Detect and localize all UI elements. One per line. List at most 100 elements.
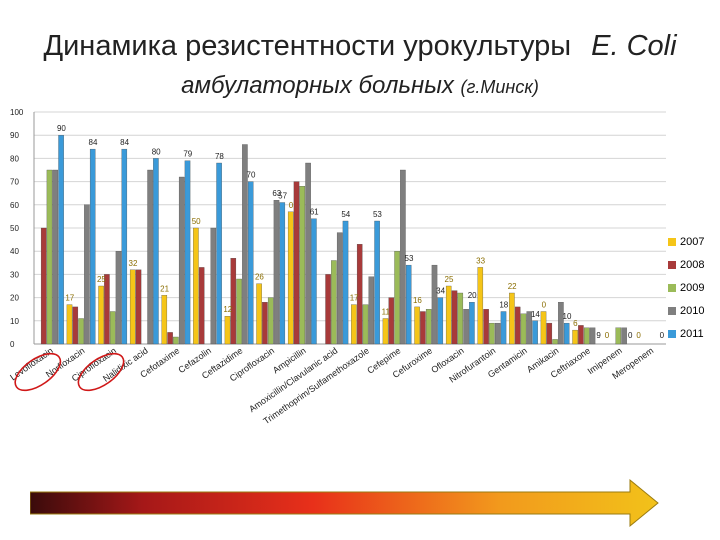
bar-2008 bbox=[325, 274, 331, 345]
bar-2010 bbox=[494, 322, 501, 345]
data-label: 9 bbox=[596, 331, 601, 340]
data-label: 17 bbox=[65, 294, 74, 303]
data-label: 25 bbox=[445, 275, 454, 284]
bar-2007 bbox=[351, 304, 357, 345]
data-label: 32 bbox=[129, 259, 138, 268]
data-label: 84 bbox=[89, 138, 98, 147]
bar-2010 bbox=[621, 327, 627, 345]
legend-swatch bbox=[668, 329, 676, 338]
bar-2008 bbox=[230, 258, 237, 345]
bar-2010 bbox=[336, 232, 343, 345]
bar-2010 bbox=[52, 169, 59, 345]
data-label: 0 bbox=[289, 201, 294, 210]
bar-2008 bbox=[40, 227, 47, 345]
bar-2010 bbox=[400, 169, 406, 345]
legend-label: 2011 bbox=[680, 327, 704, 340]
data-label: 0 bbox=[605, 331, 610, 340]
data-label: 84 bbox=[120, 138, 129, 147]
data-label: 54 bbox=[341, 210, 350, 219]
bar-2008 bbox=[514, 306, 521, 345]
bar-2009 bbox=[552, 339, 558, 345]
bar-2011 bbox=[374, 220, 380, 345]
chart-title: Динамика резистентности урокультуры E. Co… bbox=[0, 30, 720, 63]
bar-2011 bbox=[153, 158, 159, 345]
legend-item-2011: 2011 bbox=[668, 322, 720, 345]
bar-2010 bbox=[115, 251, 122, 345]
bar-2009 bbox=[173, 336, 179, 345]
data-label: 14 bbox=[531, 310, 540, 319]
bar-2008 bbox=[578, 325, 584, 345]
bar-2010 bbox=[273, 200, 280, 345]
bar-2011 bbox=[500, 311, 507, 345]
bar-2011 bbox=[184, 160, 191, 345]
bar-2007 bbox=[66, 304, 73, 345]
legend-swatch bbox=[668, 306, 676, 315]
bar-2009 bbox=[46, 169, 53, 345]
bar-2009 bbox=[267, 297, 274, 345]
bar-2011 bbox=[247, 181, 254, 345]
bar-2008 bbox=[198, 267, 205, 345]
data-label: 10 bbox=[563, 312, 572, 321]
legend-label: 2010 bbox=[680, 304, 705, 317]
bar-2011 bbox=[532, 320, 538, 345]
bar-2007 bbox=[540, 311, 547, 345]
bar-2010 bbox=[242, 144, 248, 345]
bar-2007 bbox=[256, 283, 262, 345]
legend-label: 2007 bbox=[680, 235, 705, 248]
bar-2010 bbox=[84, 204, 90, 345]
bar-2010 bbox=[463, 309, 469, 345]
bar-2009 bbox=[299, 186, 306, 345]
bar-2010 bbox=[431, 264, 438, 345]
bar-2011 bbox=[279, 202, 286, 345]
bar-2011 bbox=[437, 297, 444, 345]
legend-item-2010: 2010 bbox=[668, 299, 720, 322]
y-tick-label: 30 bbox=[10, 270, 19, 279]
bar-2007 bbox=[287, 211, 294, 345]
bar-2007 bbox=[129, 269, 136, 345]
highlight-circle bbox=[77, 352, 125, 392]
bar-2009 bbox=[520, 313, 527, 345]
bar-2007 bbox=[382, 318, 389, 345]
data-label: 0 bbox=[660, 331, 665, 340]
y-tick-label: 0 bbox=[10, 340, 15, 349]
bar-2008 bbox=[483, 309, 489, 345]
data-label: 18 bbox=[499, 301, 508, 310]
legend-swatch bbox=[668, 283, 676, 292]
data-label: 34 bbox=[436, 287, 445, 296]
y-tick-label: 50 bbox=[10, 224, 19, 233]
data-label: 17 bbox=[350, 294, 359, 303]
data-label: 12 bbox=[223, 305, 232, 314]
y-tick-label: 10 bbox=[10, 317, 19, 326]
y-tick-label: 60 bbox=[10, 201, 19, 210]
data-label: 33 bbox=[476, 256, 485, 265]
data-label: 57 bbox=[278, 192, 287, 201]
legend-label: 2008 bbox=[680, 258, 705, 271]
bar-2010 bbox=[589, 327, 596, 345]
bar-2008 bbox=[451, 290, 458, 345]
subtitle-city: (г.Минск) bbox=[460, 77, 539, 97]
data-label: 80 bbox=[152, 147, 161, 156]
bar-2011 bbox=[58, 135, 64, 345]
data-label: 63 bbox=[272, 189, 281, 198]
data-label: 25 bbox=[97, 275, 106, 284]
bar-2009 bbox=[489, 322, 495, 345]
data-label: 26 bbox=[255, 273, 264, 282]
data-label: 0 bbox=[636, 331, 641, 340]
bar-2008 bbox=[104, 274, 110, 345]
bar-2010 bbox=[558, 302, 564, 345]
bar-2009 bbox=[615, 327, 622, 345]
data-label: 78 bbox=[215, 152, 224, 161]
bar-2010 bbox=[526, 311, 533, 345]
bar-2008 bbox=[135, 269, 142, 345]
data-label: 53 bbox=[405, 254, 414, 263]
bar-2008 bbox=[420, 311, 426, 345]
bar-2007 bbox=[161, 295, 168, 345]
bar-2007 bbox=[414, 306, 420, 345]
bar-2011 bbox=[405, 264, 412, 345]
bar-2010 bbox=[305, 162, 311, 345]
y-tick-label: 80 bbox=[10, 154, 19, 163]
data-label: 50 bbox=[192, 217, 201, 226]
data-label: 20 bbox=[468, 291, 477, 300]
title-organism: E. Coli bbox=[591, 30, 677, 62]
